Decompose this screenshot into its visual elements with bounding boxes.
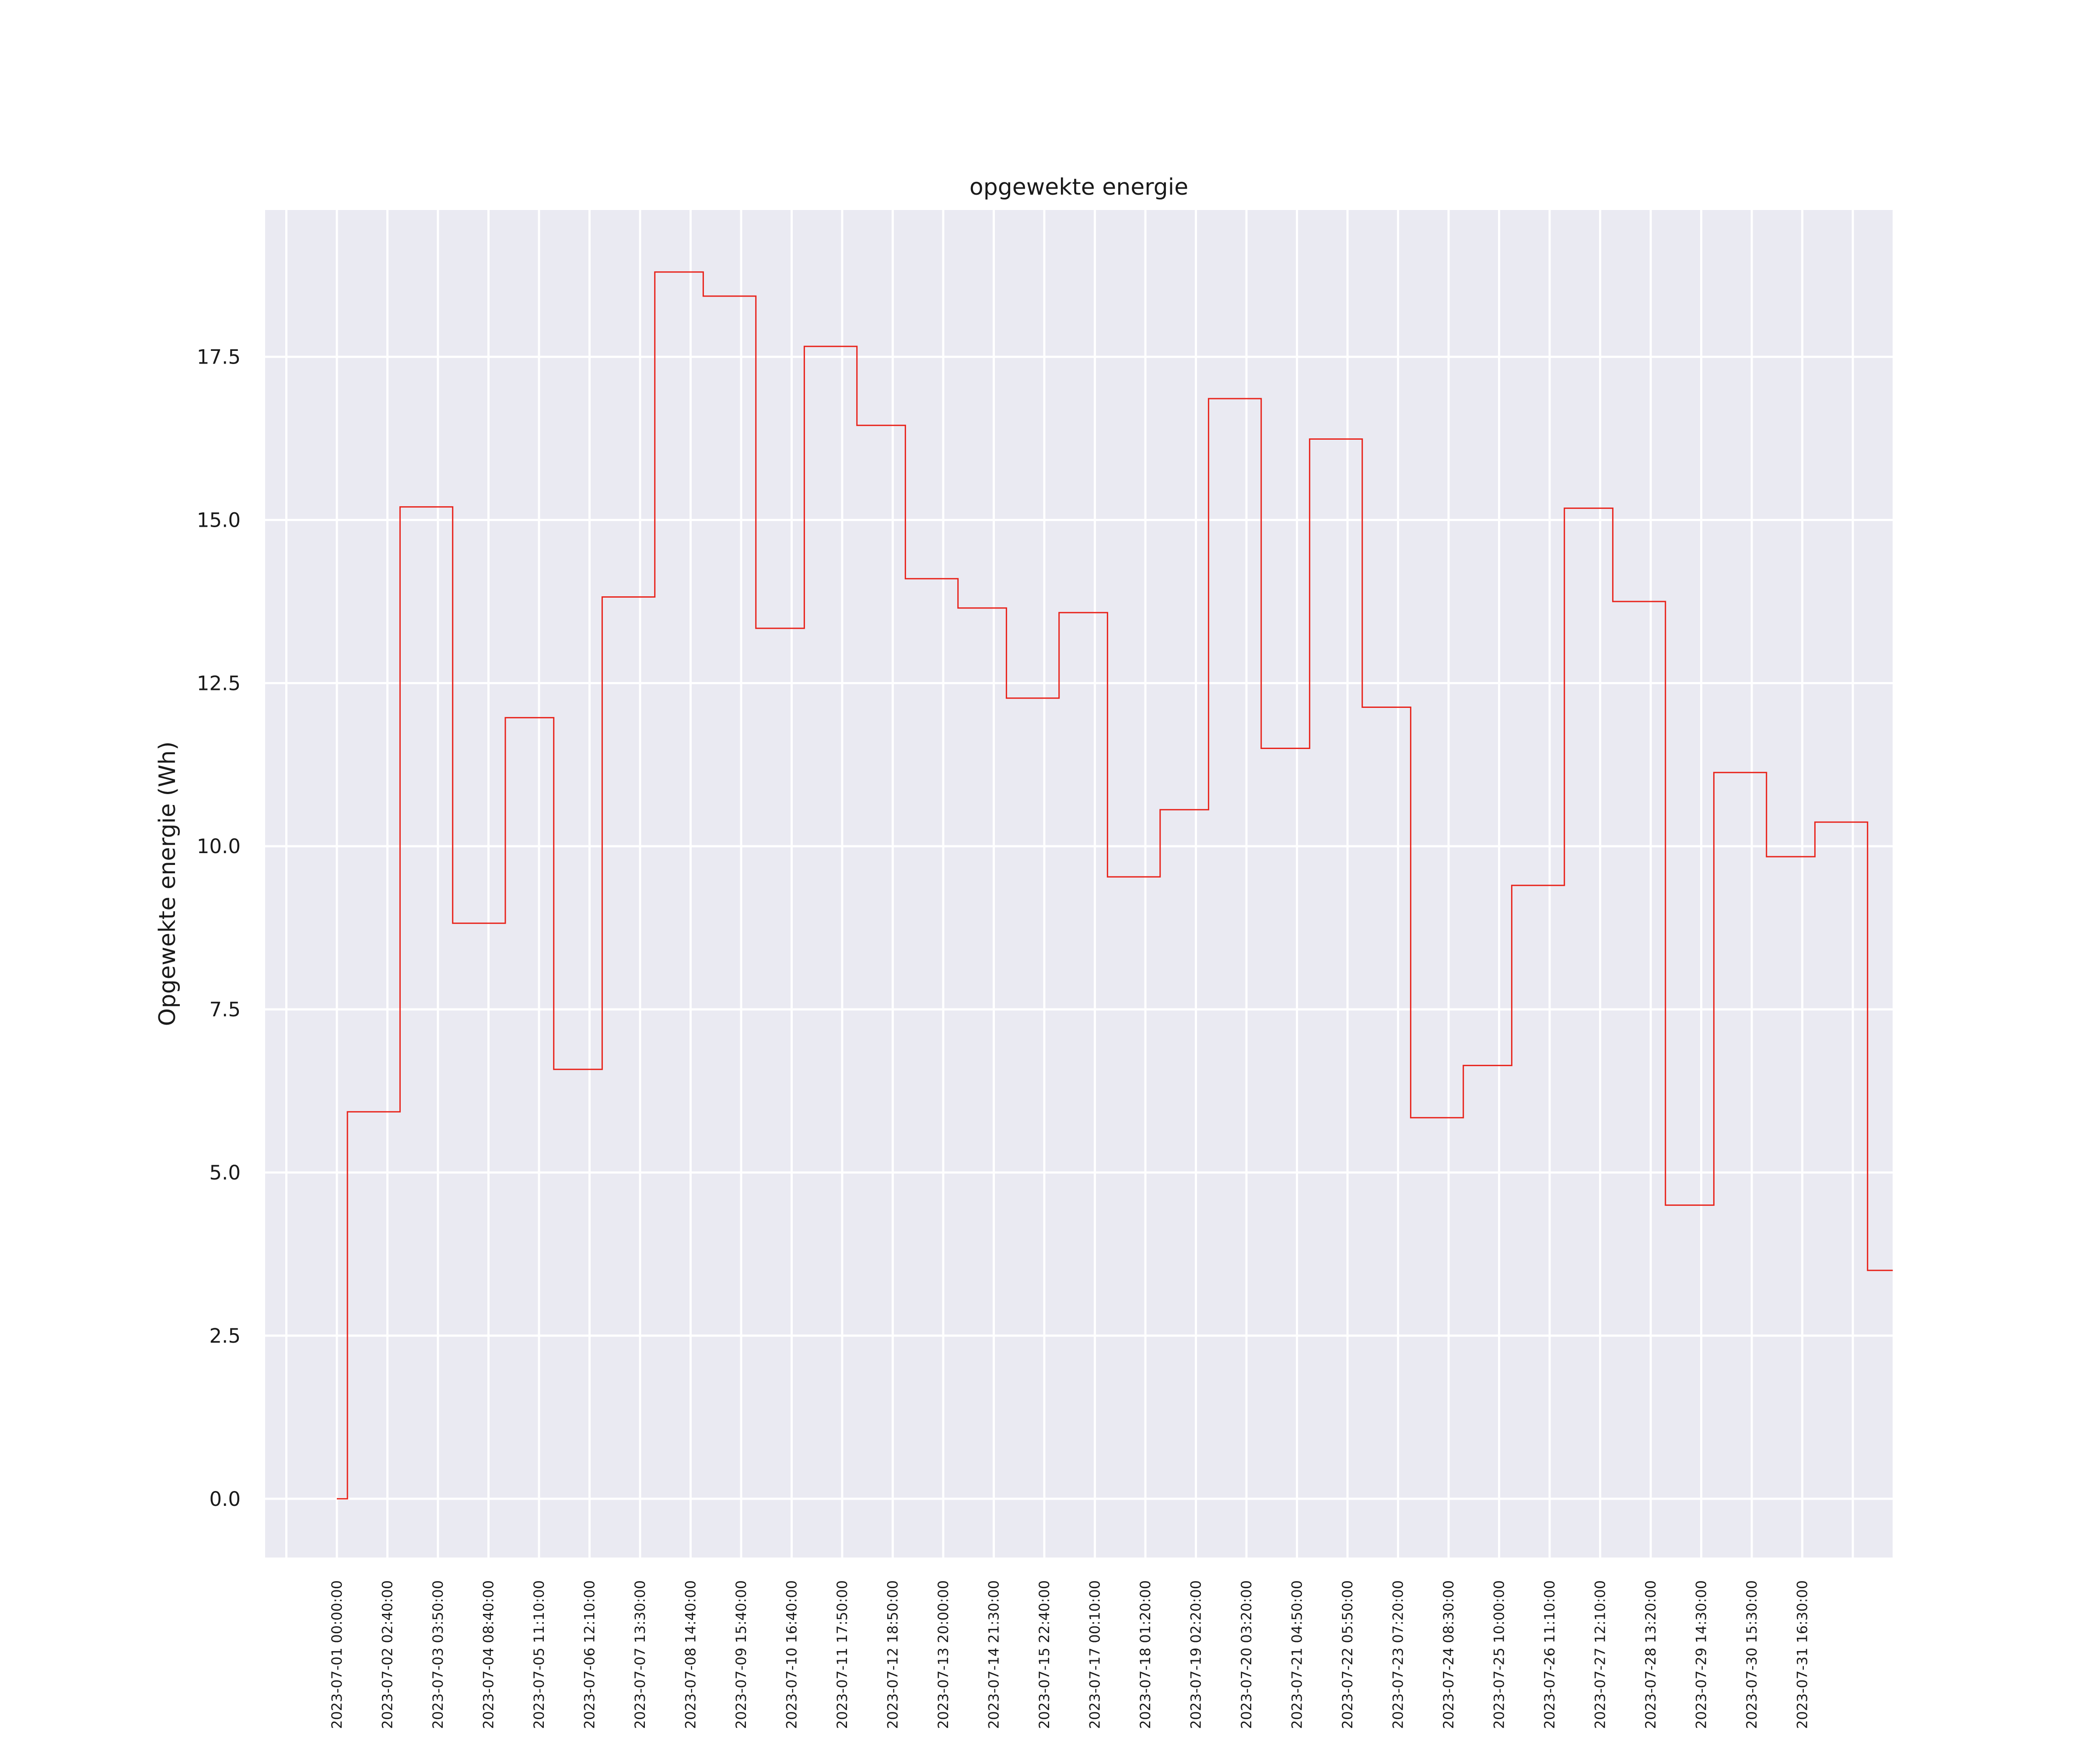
x-tick-label: 2023-07-03 03:50:00 [430,1580,446,1729]
y-axis-label: Opgewekte energie (Wh) [154,742,181,1026]
y-tick-label: 7.5 [209,998,241,1021]
x-tick-label: 2023-07-24 08:30:00 [1440,1580,1457,1729]
x-tick-label: 2023-07-01 00:00:00 [329,1580,345,1729]
y-tick-label: 17.5 [197,346,241,369]
y-tick-label: 12.5 [197,672,241,695]
y-tick-label: 10.0 [197,835,241,858]
x-tick-label: 2023-07-06 12:10:00 [581,1580,598,1729]
x-tick-label: 2023-07-11 17:50:00 [834,1580,850,1729]
chart-title: opgewekte energie [970,174,1188,200]
x-tick-label: 2023-07-18 01:20:00 [1137,1580,1154,1729]
x-tick-label: 2023-07-07 13:30:00 [632,1580,648,1729]
x-tick-label: 2023-07-10 16:40:00 [784,1580,800,1729]
x-tick-label: 2023-07-04 08:40:00 [480,1580,497,1729]
x-tick-label: 2023-07-02 02:40:00 [379,1580,396,1729]
x-tick-label: 2023-07-31 16:30:00 [1794,1580,1811,1729]
y-tick-label: 15.0 [197,508,241,532]
x-tick-label: 2023-07-14 21:30:00 [986,1580,1002,1729]
x-tick-label: 2023-07-15 22:40:00 [1036,1580,1053,1729]
x-tick-label: 2023-07-19 02:20:00 [1188,1580,1204,1729]
x-tick-label: 2023-07-27 12:10:00 [1592,1580,1609,1729]
grid-lines [265,210,1893,1558]
x-tick-labels: 2023-07-01 00:00:00 2023-07-02 02:40:00 20… [329,1580,1811,1729]
series-line [337,271,1893,1500]
x-tick-label: 2023-07-13 20:00:00 [935,1580,952,1729]
x-tick-label: 2023-07-28 13:20:00 [1642,1580,1659,1729]
y-tick-label: 2.5 [209,1324,241,1348]
y-tick-label: 5.0 [209,1161,241,1184]
x-tick-label: 2023-07-17 00:10:00 [1087,1580,1103,1729]
x-tick-label: 2023-07-08 14:40:00 [682,1580,699,1729]
x-tick-label: 2023-07-20 03:20:00 [1238,1580,1255,1729]
x-tick-label: 2023-07-23 07:20:00 [1390,1580,1407,1729]
x-tick-label: 2023-07-21 04:50:00 [1289,1580,1306,1729]
x-tick-label: 2023-07-29 14:30:00 [1693,1580,1710,1729]
x-tick-label: 2023-07-12 18:50:00 [885,1580,901,1729]
x-tick-label: 2023-07-25 10:00:00 [1491,1580,1508,1729]
y-tick-labels: 0.0 2.5 5.0 7.5 10.0 12.5 15.0 17.5 [197,346,241,1511]
y-tick-label: 0.0 [209,1488,241,1511]
x-tick-label: 2023-07-26 11:10:00 [1541,1580,1558,1729]
x-tick-label: 2023-07-05 11:10:00 [531,1580,547,1729]
x-tick-label: 2023-07-22 05:50:00 [1339,1580,1356,1729]
x-tick-label: 2023-07-09 15:40:00 [733,1580,749,1729]
plot-area [265,210,1893,1558]
x-tick-label: 2023-07-30 15:30:00 [1743,1580,1760,1729]
